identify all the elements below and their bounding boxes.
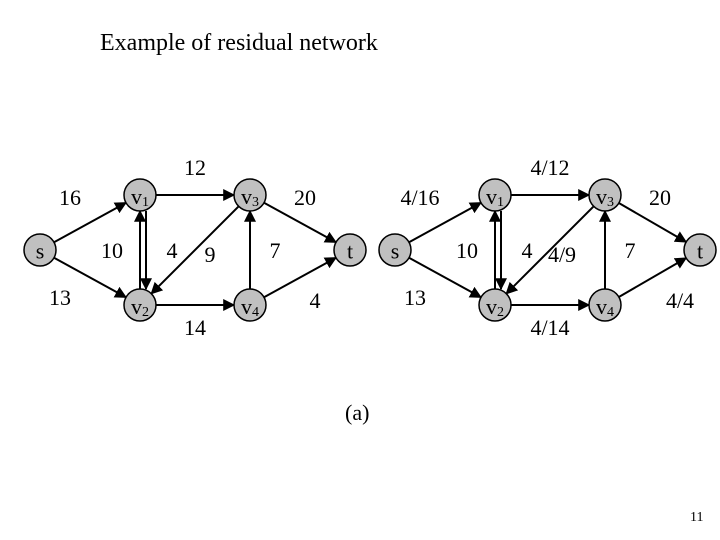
right-edge-label-v1-v3: 4/12 — [530, 155, 569, 180]
right-edge-label-v4-t: 4/4 — [666, 288, 694, 313]
right-edge-label-s-v1: 4/16 — [400, 185, 439, 210]
network-diagram: 1613124109147204sv1v2v3v4t4/16134/124104… — [0, 0, 720, 540]
right-edge-label-s-v2: 13 — [404, 285, 426, 310]
right-edge-label-v4-v3: 7 — [625, 238, 636, 263]
subfigure-caption: (a) — [345, 400, 369, 426]
left-edge-v3-v2 — [151, 206, 238, 293]
right-edge-label-v1-v2: 10 — [456, 238, 478, 263]
left-edge-v4-t — [264, 258, 336, 298]
right-edge-label-v2-v4: 4/14 — [530, 315, 569, 340]
right-edge-label-v3-t: 20 — [649, 185, 671, 210]
left-edge-label-v3-v2: 9 — [205, 242, 216, 267]
left-edge-label-s-v1: 16 — [59, 185, 81, 210]
left-edge-label-v2-v1: 4 — [167, 238, 178, 263]
left-edge-label-v1-v2: 10 — [101, 238, 123, 263]
left-node-label-t: t — [347, 239, 353, 264]
left-edge-label-v4-t: 4 — [310, 288, 321, 313]
left-edge-label-v4-v3: 7 — [270, 238, 281, 263]
left-edge-label-v1-v3: 12 — [184, 155, 206, 180]
left-edge-label-v2-v4: 14 — [184, 315, 206, 340]
right-node-label-t: t — [697, 239, 703, 264]
left-edge-label-s-v2: 13 — [49, 285, 71, 310]
right-edge-label-v2-v1: 4 — [522, 238, 533, 263]
left-node-label-s: s — [36, 239, 45, 264]
page-number: 11 — [690, 510, 703, 526]
right-edge-label-v3-v2: 4/9 — [548, 242, 576, 267]
left-edge-label-v3-t: 20 — [294, 185, 316, 210]
right-node-label-s: s — [391, 239, 400, 264]
